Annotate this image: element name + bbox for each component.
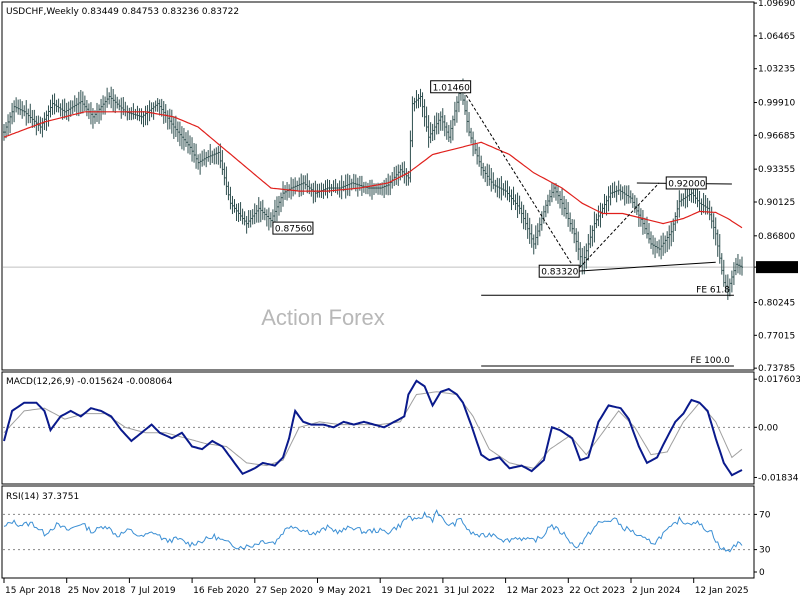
current-price-label: 0.83722 — [758, 263, 795, 273]
price-tick-label: 0.96685 — [758, 131, 795, 141]
x-tick-label: 2 Jun 2024 — [632, 586, 681, 596]
x-tick-label: 15 Apr 2018 — [5, 586, 61, 596]
price-panel: USDCHF,Weekly 0.83449 0.84753 0.83236 0.… — [1, 0, 798, 374]
macd-panel: MACD(12,26,9) -0.015624 -0.008064 0.0176… — [1, 371, 800, 485]
x-tick-label: 12 Jan 2025 — [695, 586, 749, 596]
fe-label: FE 100.0 — [690, 356, 730, 366]
level-label-box — [430, 80, 472, 94]
macd-panel-border — [1, 371, 755, 485]
level-label: 1.01460 — [433, 83, 470, 93]
x-tick-label: 31 Jul 2022 — [444, 586, 495, 596]
rsi-tick-label: 0 — [759, 568, 765, 578]
price-tick-label: 0.77015 — [758, 331, 795, 341]
level-label-box — [665, 176, 707, 190]
level-label: 0.92000 — [668, 179, 705, 189]
price-tick-label: 0.86800 — [758, 232, 795, 242]
rsi-tick-label: 30 — [759, 546, 771, 556]
level-label: 0.83320 — [541, 268, 578, 278]
rsi-tick-label: 70 — [759, 510, 771, 520]
x-tick-label: 27 Sep 2020 — [256, 586, 313, 596]
level-label-box — [538, 264, 580, 278]
price-tick-label: 1.09690 — [758, 0, 795, 9]
current-price-badge — [756, 261, 798, 274]
level-label-box — [272, 221, 314, 235]
projection-line-down — [460, 86, 577, 272]
price-tick-label: 0.90125 — [758, 198, 795, 208]
price-tick-label: 0.93355 — [758, 165, 795, 175]
macd-tick-label: 0.00 — [758, 423, 778, 433]
price-tick-label: 0.73785 — [758, 364, 795, 374]
x-tick-label: 9 May 2021 — [319, 586, 372, 596]
moving-average-line — [3, 111, 743, 229]
macd-line — [3, 379, 743, 477]
x-tick-label: 22 Oct 2023 — [569, 586, 625, 596]
x-tick-label: 16 Feb 2020 — [193, 586, 249, 596]
price-tick-label: 0.99910 — [758, 99, 795, 109]
fe-label: FE 61.8 — [696, 285, 730, 295]
macd-tick-label: -0.01834 — [758, 473, 799, 483]
x-tick-label: 19 Dec 2021 — [381, 586, 439, 596]
price-tick-label: 1.06465 — [758, 32, 795, 42]
watermark: Action Forex — [261, 305, 385, 330]
macd-tick-label: 0.017603 — [758, 375, 800, 385]
level-label: 0.87560 — [275, 225, 312, 235]
x-tick-label: 7 Jul 2019 — [130, 586, 175, 596]
rsi-line — [3, 509, 743, 553]
price-header: USDCHF,Weekly 0.83449 0.84753 0.83236 0.… — [6, 7, 239, 17]
x-tick-label: 12 Mar 2023 — [507, 586, 564, 596]
price-tick-label: 1.03235 — [758, 65, 795, 75]
macd-header: MACD(12,26,9) -0.015624 -0.008064 — [6, 377, 173, 387]
rsi-header: RSI(14) 37.3751 — [6, 492, 79, 502]
support-line — [576, 261, 716, 272]
price-tick-label: 0.80245 — [758, 298, 795, 308]
rsi-panel: RSI(14) 37.3751 70 30 0 — [1, 485, 771, 579]
x-tick-label: 25 Nov 2018 — [68, 586, 126, 596]
x-axis: 15 Apr 2018 25 Nov 2018 7 Jul 2019 16 Feb 2… — [3, 578, 749, 596]
projection-line-up — [575, 182, 660, 272]
